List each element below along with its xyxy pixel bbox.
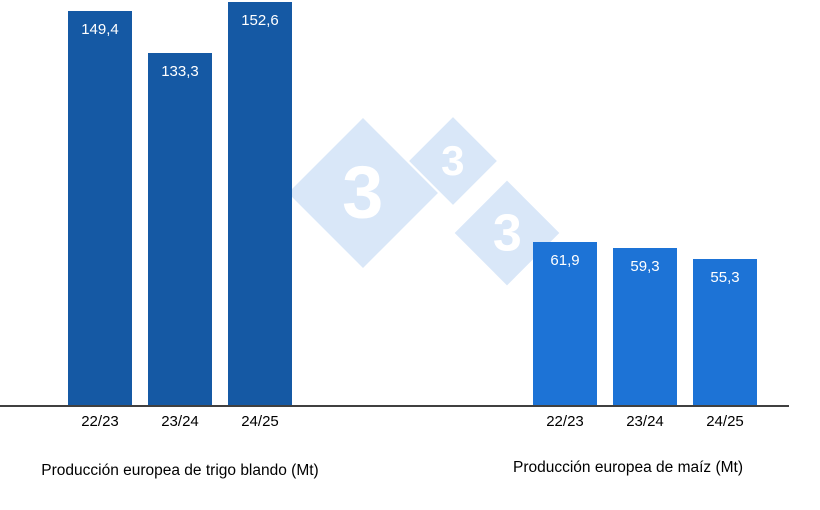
bar-23/24: 59,3: [613, 248, 677, 405]
bar-23/24: 133,3: [148, 53, 212, 405]
x-axis-label: 24/25: [706, 413, 744, 430]
bar-value-label: 59,3: [630, 258, 660, 275]
bar-value-label: 61,9: [550, 252, 580, 269]
x-axis-line: [0, 405, 789, 407]
group-title-maize: Producción europea de maíz (Mt): [512, 459, 744, 476]
x-axis-label: 22/23: [81, 413, 119, 430]
bar-24/25: 152,6: [228, 2, 292, 405]
x-axis-label: 22/23: [546, 413, 584, 430]
bar-value-label: 133,3: [161, 63, 199, 80]
x-axis-label: 23/24: [626, 413, 664, 430]
bar-value-label: 152,6: [241, 12, 279, 29]
bar-value-label: 55,3: [710, 269, 740, 286]
group-title-wheat: Producción europea de trigo blando (Mt): [41, 462, 319, 479]
bar-24/25: 55,3: [693, 259, 757, 405]
x-axis-label: 23/24: [161, 413, 199, 430]
x-axis-label: 24/25: [241, 413, 279, 430]
bar-22/23: 61,9: [533, 242, 597, 405]
bar-22/23: 149,4: [68, 11, 132, 405]
bar-value-label: 149,4: [81, 21, 119, 38]
